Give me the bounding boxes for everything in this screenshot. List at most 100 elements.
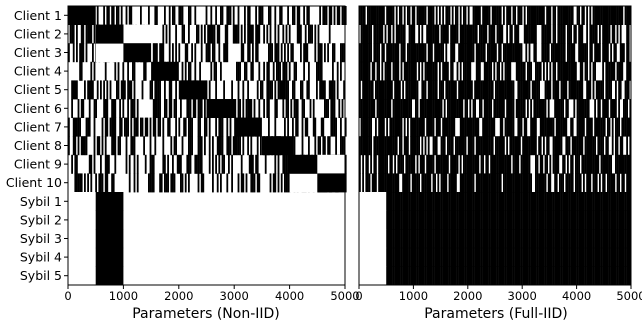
heatmap-cell [551, 192, 553, 211]
heatmap-cell [128, 6, 131, 25]
heatmap-cell [260, 80, 262, 100]
heatmap-cell [493, 247, 496, 267]
heatmap-cell [482, 247, 484, 267]
heatmap-cell [365, 61, 368, 81]
heatmap-cell [391, 266, 393, 286]
heatmap-cell [451, 6, 454, 25]
heatmap-cell [528, 192, 531, 211]
heatmap-cell [343, 136, 345, 156]
heatmap-cell [451, 192, 454, 211]
heatmap-cell [224, 24, 227, 44]
heatmap-cell [407, 43, 409, 63]
heatmap-cell [488, 6, 491, 25]
heatmap-cell [583, 173, 585, 193]
heatmap-cell [619, 229, 622, 249]
heatmap-cell [79, 61, 81, 81]
heatmap-cell [523, 80, 526, 100]
heatmap-cell [371, 173, 374, 193]
heatmap-cell [271, 43, 273, 63]
heatmap-cell [463, 61, 465, 81]
heatmap-cell [472, 117, 475, 137]
heatmap-cell [528, 247, 531, 267]
heatmap-cell [375, 173, 377, 193]
heatmap-cell [616, 6, 619, 25]
heatmap-cell [488, 229, 491, 249]
heatmap-cell [252, 43, 254, 63]
heatmap-cell [456, 210, 459, 230]
heatmap-cell [517, 99, 520, 118]
heatmap-cell [359, 6, 361, 25]
heatmap-cell [421, 99, 424, 118]
heatmap-cell [539, 247, 542, 267]
heatmap-cell [317, 24, 320, 44]
x-tick-label: 5000 [616, 289, 642, 303]
heatmap-cell [101, 136, 104, 156]
white-block [68, 229, 96, 249]
heatmap-cell [576, 173, 579, 193]
heatmap-cell [565, 173, 568, 193]
heatmap-cell [490, 229, 492, 249]
heatmap-cell [266, 61, 269, 81]
heatmap-cell [599, 173, 601, 193]
heatmap-cell [223, 154, 225, 174]
heatmap-cell [474, 154, 476, 174]
heatmap-cell [546, 192, 548, 211]
heatmap-cell [383, 43, 385, 63]
white-block [359, 210, 387, 230]
heatmap-cell [602, 43, 604, 63]
heatmap-cell [594, 136, 596, 156]
heatmap-cell [379, 80, 382, 100]
heatmap-cell [324, 80, 326, 100]
heatmap-cell [562, 173, 564, 193]
heatmap-cell [557, 266, 560, 286]
heatmap-cell [242, 99, 245, 118]
heatmap-cell [268, 99, 270, 118]
heatmap-cell [408, 173, 411, 193]
heatmap-cell [440, 80, 443, 100]
heatmap-cell [367, 24, 369, 44]
heatmap-cell [100, 154, 102, 174]
heatmap-cell [443, 266, 446, 286]
heatmap-cell [475, 266, 478, 286]
heatmap-cell [379, 24, 382, 44]
heatmap-cell [432, 61, 435, 81]
heatmap-cell [122, 80, 125, 100]
heatmap-cell [466, 210, 468, 230]
heatmap-cell [581, 136, 584, 156]
heatmap-cell [466, 192, 468, 211]
heatmap-cell [587, 266, 590, 286]
heatmap-cell [450, 229, 452, 249]
heatmap-cell [568, 247, 571, 267]
heatmap-cell [362, 117, 364, 137]
heatmap-cell [496, 80, 499, 100]
heatmap-cell [575, 80, 577, 100]
heatmap-cell [304, 43, 307, 63]
heatmap-cell [223, 43, 225, 63]
heatmap-cell [619, 192, 622, 211]
heatmap-cell [551, 117, 553, 137]
heatmap-cell [432, 80, 435, 100]
white-block [359, 266, 387, 286]
heatmap-cell [463, 136, 465, 156]
heatmap-cell [506, 80, 508, 100]
heatmap-cell [443, 192, 446, 211]
heatmap-cell [619, 247, 622, 267]
heatmap-cell [480, 192, 483, 211]
heatmap-cell [458, 266, 460, 286]
heatmap-cell [506, 154, 508, 174]
heatmap-cell [603, 229, 606, 249]
heatmap-cell [459, 136, 462, 156]
heatmap-cell [491, 192, 494, 211]
heatmap-cell [491, 136, 494, 156]
heatmap-cell [595, 266, 598, 286]
heatmap-cell [517, 43, 520, 63]
heatmap-cell [395, 173, 398, 193]
heatmap-cell [567, 229, 569, 249]
heatmap-cell [495, 80, 497, 100]
heatmap-cell [80, 43, 83, 63]
black-block [317, 173, 345, 193]
heatmap-cell [451, 229, 454, 249]
heatmap-cell [624, 154, 627, 174]
heatmap-cell [592, 192, 595, 211]
heatmap-cell [570, 6, 572, 25]
